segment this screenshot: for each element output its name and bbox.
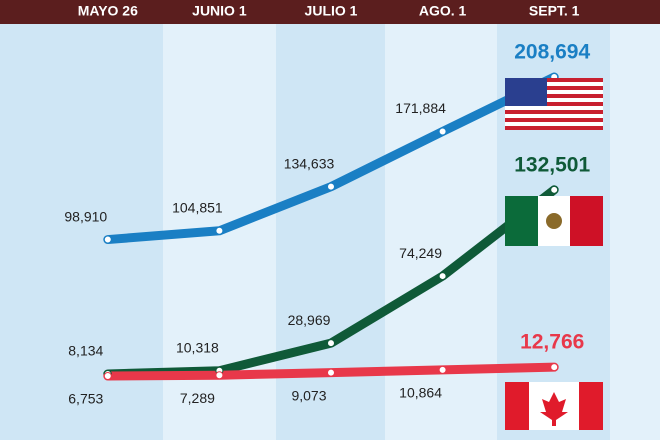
value-label: 28,969	[288, 312, 331, 328]
x-tick-label: MAYO 26	[78, 3, 138, 19]
point	[438, 272, 447, 281]
plot: MAYO 26 JUNIO 1 JULIO 1 AGO. 1 SEPT. 1 98,910…	[64, 3, 590, 407]
x-tick-label: JULIO 1	[305, 3, 358, 19]
value-label: 10,318	[176, 339, 219, 355]
value-label: 104,851	[172, 199, 223, 215]
point	[327, 339, 335, 348]
final-value-label: 12,766	[520, 331, 584, 354]
point	[103, 372, 112, 381]
value-label: 134,633	[284, 155, 335, 171]
value-label: 171,884	[395, 100, 446, 116]
value-label: 6,753	[68, 391, 103, 407]
point	[438, 365, 447, 374]
flag-mx	[505, 196, 603, 246]
value-label: 8,134	[68, 343, 103, 359]
point	[215, 226, 224, 235]
point	[438, 127, 447, 136]
value-label: 9,073	[291, 387, 326, 403]
final-value-label: 132,501	[514, 153, 590, 176]
x-tick-label: JUNIO 1	[192, 3, 247, 19]
point	[103, 235, 112, 244]
value-label: 98,910	[64, 208, 107, 224]
final-value-label: 208,694	[514, 41, 590, 64]
value-label: 74,249	[399, 245, 442, 261]
point	[550, 185, 559, 194]
value-label: 10,864	[399, 385, 442, 401]
value-label: 7,289	[180, 390, 215, 406]
point	[550, 363, 559, 372]
point	[215, 371, 224, 380]
x-tick-label: AGO. 1	[419, 3, 467, 19]
point	[327, 182, 335, 191]
flag-ca	[505, 382, 603, 430]
flag-us	[505, 78, 603, 130]
point	[327, 368, 335, 377]
header-band	[0, 0, 660, 24]
x-tick-label: SEPT. 1	[529, 3, 580, 19]
column-band	[610, 0, 660, 440]
